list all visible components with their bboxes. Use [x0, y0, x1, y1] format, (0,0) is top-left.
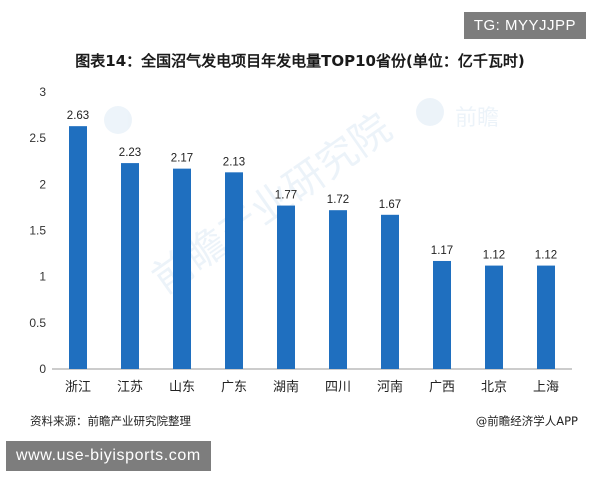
data-label: 1.67 — [379, 199, 401, 211]
svg-text:前瞻: 前瞻 — [455, 106, 499, 131]
data-label: 1.17 — [431, 245, 453, 257]
x-tick-label: 上海 — [533, 380, 559, 395]
y-tick-label: 0.5 — [29, 316, 46, 330]
y-tick-label: 2 — [39, 177, 46, 191]
data-label: 2.23 — [119, 147, 141, 159]
x-tick-label: 浙江 — [65, 380, 91, 395]
x-tick-label: 湖南 — [273, 379, 299, 395]
bar — [381, 214, 399, 369]
data-label: 2.63 — [67, 110, 89, 122]
bar-chart: 前瞻产业研究院 前瞻 00.511.522.53 2.63浙江2.23江苏2.1… — [29, 85, 572, 395]
bar — [225, 172, 243, 369]
data-label: 1.77 — [275, 190, 297, 202]
data-label: 1.12 — [483, 250, 505, 262]
bar — [69, 126, 87, 369]
url-banner: www.use-biyisports.com — [6, 441, 211, 471]
bar — [485, 265, 503, 369]
y-tick-label: 1 — [39, 270, 46, 284]
bar — [121, 163, 139, 369]
bar — [537, 265, 555, 369]
x-tick-label: 四川 — [325, 380, 351, 395]
data-label: 1.72 — [327, 194, 349, 206]
x-tick-label: 北京 — [481, 380, 507, 395]
bar — [329, 210, 347, 369]
y-tick-label: 3 — [39, 85, 46, 99]
x-tick-label: 广西 — [429, 380, 455, 395]
bar — [173, 168, 191, 369]
data-label: 2.17 — [171, 153, 193, 165]
x-tick-label: 江苏 — [117, 379, 143, 395]
y-tick-label: 0 — [39, 362, 46, 376]
y-tick-label: 1.5 — [29, 224, 46, 238]
y-tick-label: 2.5 — [29, 131, 46, 145]
data-label: 1.12 — [535, 250, 557, 262]
chart-title: 图表14：全国沼气发电项目年发电量TOP10省份(单位：亿千瓦时) — [75, 52, 525, 70]
x-tick-label: 广东 — [221, 380, 247, 395]
data-label: 2.13 — [223, 156, 245, 168]
bar — [277, 205, 295, 369]
x-tick-label: 河南 — [377, 379, 403, 395]
credit-note: @前瞻经济学人APP — [475, 414, 578, 428]
source-note: 资料来源：前瞻产业研究院整理 — [30, 414, 191, 428]
x-tick-label: 山东 — [169, 380, 195, 395]
bar — [433, 260, 451, 369]
watermark-tag: TG: MYYJJPP — [463, 12, 586, 39]
